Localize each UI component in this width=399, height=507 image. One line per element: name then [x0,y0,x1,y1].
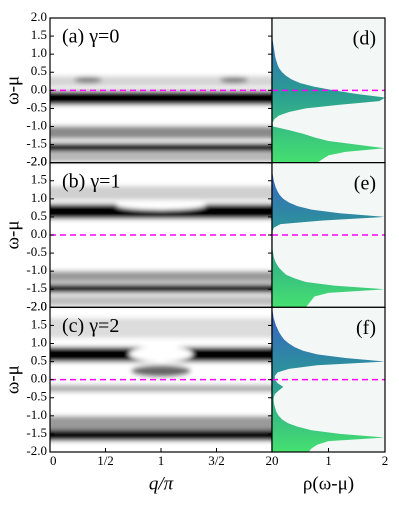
x-tick-label: 2 [382,453,389,468]
y-tick-label: -2.0 [26,443,47,458]
y-tick-label: -1.0 [26,262,47,277]
x-tick-label: 2 [266,453,273,468]
panel-title: (e) [354,172,376,194]
y-tick-label: -0.5 [26,389,47,404]
y-tick-label: 1.5 [31,27,47,42]
y-tick-label: 2.0 [31,154,47,169]
panel-title: (b) γ=1 [62,170,120,192]
y-tick-label: 1.5 [31,172,47,187]
y-tick-label: 0.5 [31,208,47,223]
y-tick-label: -1.5 [26,136,47,151]
y-tick-label: -1.0 [26,117,47,132]
x-tick-label: 1/2 [97,453,114,468]
x-tick-label: 1 [158,453,165,468]
y-tick-label: 0.5 [31,63,47,78]
y-tick-label: -2.0 [26,154,47,169]
panel-title: (f) [356,317,376,339]
y-tick-label: 1.0 [31,45,47,60]
y-axis-label: ω-μ [2,365,23,394]
panel-title: (d) [353,28,376,50]
x-tick-label: 1 [325,453,332,468]
y-tick-label: 0.0 [31,226,47,241]
x-tick-label: 0 [272,453,279,468]
x-axis-label: q/π [149,473,174,494]
panel-title: (a) γ=0 [62,26,119,48]
y-tick-label: -1.5 [26,280,47,295]
x-tick-label: 3/2 [208,453,225,468]
dos-area [272,307,385,452]
y-tick-label: 0.5 [31,353,47,368]
y-tick-label: -1.5 [26,425,47,440]
y-tick-label: 0.0 [31,81,47,96]
y-tick-label: -0.5 [26,99,47,114]
y-tick-label: 2.0 [31,298,47,313]
panel-title: (c) γ=2 [62,315,119,337]
y-axis-label: ω-μ [2,220,23,249]
y-tick-label: 2.0 [31,9,47,24]
x-axis-label: ρ(ω-μ) [303,473,354,494]
y-tick-label: -0.5 [26,244,47,259]
y-tick-label: 1.5 [31,316,47,331]
y-axis-label: ω-μ [2,76,23,105]
y-tick-label: -2.0 [26,298,47,313]
y-tick-label: -1.0 [26,407,47,422]
y-tick-label: 0.0 [31,371,47,386]
dos-area [272,18,385,163]
x-tick-label: 0 [50,453,57,468]
y-tick-label: 1.0 [31,334,47,349]
y-tick-label: 1.0 [31,190,47,205]
dos-area [272,162,385,308]
